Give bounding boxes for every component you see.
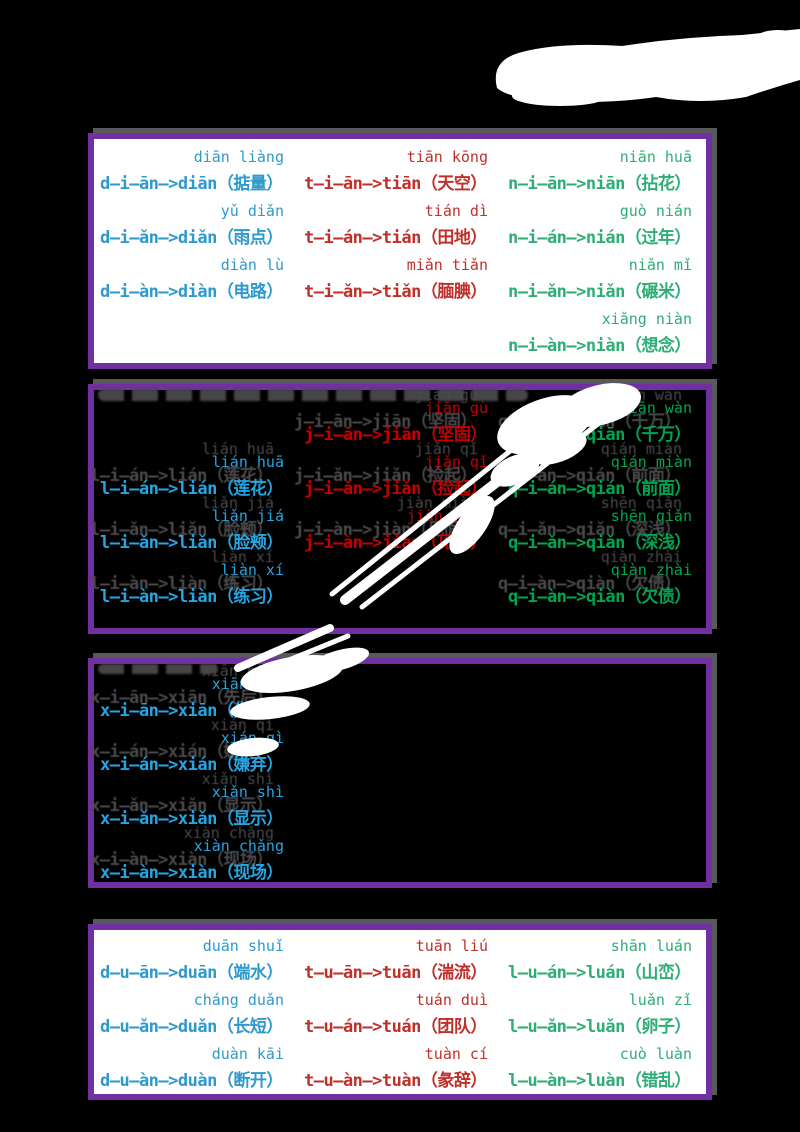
pinyin-formula: d—u—àn—>duàn（断开） bbox=[100, 1071, 283, 1091]
pinyin-formula: l—u—ǎn—>luǎn（卵子） bbox=[508, 1017, 691, 1037]
pinyin-formula: l—i—àn—>liàn（练习） bbox=[100, 587, 283, 607]
pinyin-box-ian-l-j-q: lián huā l—i—án—>lián（莲花） liǎn jiá l—i—ǎn—>… bbox=[88, 384, 712, 634]
pinyin-word-label: duān shuǐ bbox=[202, 937, 284, 955]
pinyin-formula: t—i—ǎn—>tiǎn（腼腆） bbox=[304, 282, 487, 302]
pinyin-formula: t—i—ān—>tiān（天空） bbox=[304, 174, 487, 194]
pinyin-formula: d—u—ān—>duān（端水） bbox=[100, 963, 283, 983]
pinyin-word-label: tuān liú bbox=[415, 937, 488, 955]
pinyin-word-label: cháng duǎn bbox=[193, 991, 284, 1009]
pinyin-word-label: shēn qiǎn bbox=[610, 507, 692, 525]
erased-heading-smudge bbox=[98, 389, 528, 401]
pinyin-formula: x—i—ǎn—>xiǎn（显示） bbox=[100, 809, 283, 829]
pinyin-word-label: duàn kāi bbox=[211, 1045, 284, 1063]
pinyin-word-label: xiàn chǎng bbox=[193, 837, 284, 855]
pinyin-formula: x—i—ān—>xiān（先后） bbox=[100, 701, 283, 721]
pinyin-formula: n—i—án—>nián（过年） bbox=[508, 228, 691, 248]
pinyin-word-label: jiǎn qǐ bbox=[424, 453, 488, 471]
pinyin-word-label: liǎn jiá bbox=[211, 507, 284, 525]
pinyin-formula: q—i—án—>qián（前面） bbox=[508, 479, 691, 499]
pinyin-word-label: qiàn zhài bbox=[610, 561, 692, 579]
pinyin-formula: l—i—án—>lián（莲花） bbox=[100, 479, 283, 499]
pinyin-word-label: tián dì bbox=[424, 202, 488, 220]
pinyin-box-uan-d-t-l: duān shuǐ d—u—ān—>duān（端水） cháng duǎn d—u—ǎ… bbox=[88, 924, 712, 1100]
pinyin-word-label: miǎn tiǎn bbox=[406, 256, 488, 274]
pinyin-formula: d—i—ǎn—>diǎn（雨点） bbox=[100, 228, 283, 248]
pinyin-word-label: xián qì bbox=[220, 729, 284, 747]
pinyin-formula: l—i—ǎn—>liǎn（脸颊） bbox=[100, 533, 283, 553]
pinyin-word-label: xiǎn shì bbox=[211, 783, 284, 801]
pinyin-formula: n—i—ǎn—>niǎn（碾米） bbox=[508, 282, 691, 302]
pinyin-formula: t—u—ān—>tuān（湍流） bbox=[304, 963, 487, 983]
pinyin-formula: j—i—ān—>jiān（坚固） bbox=[304, 425, 487, 445]
pinyin-word-label: lián huā bbox=[211, 453, 284, 471]
pinyin-formula: n—i—àn—>niàn（想念） bbox=[508, 336, 691, 356]
pinyin-word-label: qián miàn bbox=[610, 453, 692, 471]
pinyin-formula: t—u—àn—>tuàn（彖辞） bbox=[304, 1071, 487, 1091]
pinyin-word-label: jiàn miàn bbox=[406, 507, 488, 525]
pinyin-formula: d—i—àn—>diàn（电路） bbox=[100, 282, 283, 302]
pinyin-formula: t—u—án—>tuán（团队） bbox=[304, 1017, 487, 1037]
pinyin-formula: l—u—án—>luán（山峦） bbox=[508, 963, 691, 983]
pinyin-word-label: luǎn zǐ bbox=[628, 991, 692, 1009]
pinyin-word-label: guò nián bbox=[619, 202, 692, 220]
pinyin-formula: j—i—ǎn—>jiǎn（捡起） bbox=[304, 479, 487, 499]
pinyin-word-label: xiān hòu bbox=[211, 675, 284, 693]
pinyin-word-label: niǎn mǐ bbox=[628, 256, 692, 274]
pinyin-formula: q—i—ǎn—>qiǎn（深浅） bbox=[508, 533, 691, 553]
pinyin-formula: j—i—àn—>jiàn（见面） bbox=[304, 533, 487, 553]
pinyin-box-ian-x: xiān hòu x—i—ān—>xiān（先后） xián qì x—i—án—>x… bbox=[88, 658, 712, 888]
pinyin-box-ian-d-t-n: diān liàng d—i—ān—>diān（掂量） yǔ diǎn d—i—ǎn—… bbox=[88, 133, 712, 369]
pinyin-word-label: qiān wàn bbox=[619, 399, 692, 417]
pinyin-formula: d—i—ān—>diān（掂量） bbox=[100, 174, 283, 194]
pinyin-word-label: tuàn cí bbox=[424, 1045, 488, 1063]
pinyin-formula: n—i—ān—>niān（拈花） bbox=[508, 174, 691, 194]
pinyin-formula: t—i—án—>tián（田地） bbox=[304, 228, 487, 248]
pinyin-word-label: cuò luàn bbox=[619, 1045, 692, 1063]
pinyin-word-label: xiǎng niàn bbox=[601, 310, 692, 328]
pinyin-word-label: tiān kōng bbox=[406, 148, 488, 166]
pinyin-formula: l—u—àn—>luàn（错乱） bbox=[508, 1071, 691, 1091]
pinyin-formula: q—i—ān—>qiān（千万） bbox=[508, 425, 691, 445]
pinyin-word-label: yǔ diǎn bbox=[220, 202, 284, 220]
pinyin-word-label: liàn xí bbox=[220, 561, 284, 579]
pinyin-word-label: niān huā bbox=[619, 148, 692, 166]
pinyin-word-label: tuán duì bbox=[415, 991, 488, 1009]
pinyin-formula: q—i—àn—>qiàn（欠债） bbox=[508, 587, 691, 607]
erased-heading-smudge bbox=[98, 664, 218, 674]
pinyin-formula: d—u—ǎn—>duǎn（长短） bbox=[100, 1017, 283, 1037]
pinyin-word-label: diàn lù bbox=[220, 256, 284, 274]
pinyin-formula: x—i—àn—>xiàn（现场） bbox=[100, 863, 283, 883]
whiteout-title-blob bbox=[495, 29, 800, 106]
pinyin-word-label: diān liàng bbox=[193, 148, 284, 166]
pinyin-word-label: shān luán bbox=[610, 937, 692, 955]
pinyin-formula: x—i—án—>xián（嫌弃） bbox=[100, 755, 283, 775]
